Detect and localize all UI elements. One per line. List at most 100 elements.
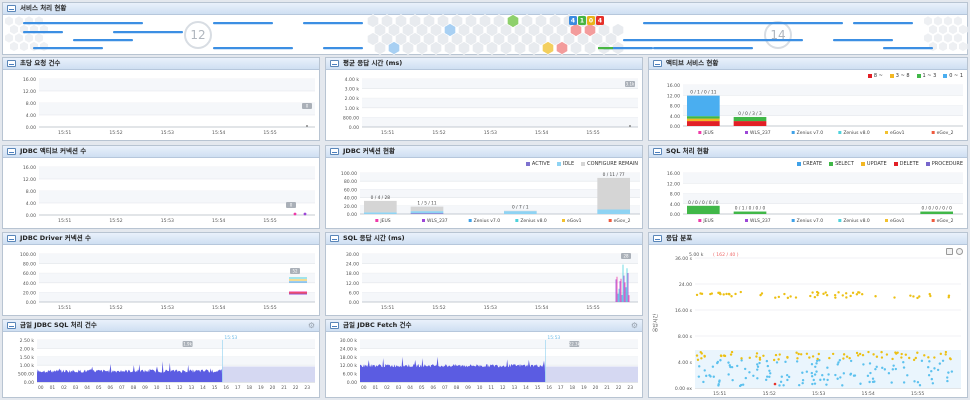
hour-label: 13 [189,385,195,391]
hour-label: 07 [442,385,448,391]
y-tick-label: 8.00 [670,192,680,198]
active-service-panel: 액티브 서비스 현황 8 ~ 3 ~ 8 1 ~ 3 0 ~ 1 16.00 12.00… [648,57,968,141]
scatter-point [825,293,829,297]
scatter-point [810,371,814,375]
scatter-point [739,290,742,294]
scatter-point [822,292,825,296]
legend-item[interactable]: UPDATE [860,161,887,167]
legend-item[interactable]: DELETE [893,161,919,167]
status-badge [587,16,595,25]
y-tick-label: 800.00 [343,115,359,121]
scatter-point [927,356,930,359]
scatter-point [717,291,720,295]
x-tick-label: 15:53 [812,391,825,397]
sql-processing-panel: SQL 처리 현황 CREATE SELECT UPDATE DELETE PROCED… [648,145,968,229]
scatter-point [826,366,829,369]
y-tick-label: 18.00 k [340,355,358,361]
y-tick-label: 100.00 [20,252,36,258]
grid-band [362,117,638,127]
hour-label: 23 [304,385,310,391]
hour-label: 09 [465,385,471,391]
hour-label: 17 [558,385,564,391]
agent-label: JEUS [702,130,713,136]
legend-item[interactable]: PROCEDURE [925,161,963,167]
panel-title: 액티브 서비스 현황 [666,59,719,67]
y-tick-label: 12.00 [667,181,680,187]
tooltip-box [290,268,300,274]
hex-cell [528,41,540,55]
x-tick-label: 15:53 [161,218,174,224]
scatter-point [758,358,762,361]
scatter-point [783,292,786,296]
service-status-panel: 서비스 처리 현황 12 14 4 1 0 4 [2,2,968,55]
service-flow-view[interactable]: 12 144 1 0 4 [3,14,969,56]
sql-processing-chart[interactable]: 16.00 12.00 8.00 4.00 0.00 0 / 0 / 0 / 0 / 0 0… [649,159,969,229]
scatter-point [831,352,835,356]
y-tick-label: 1.50 k [20,355,35,361]
chart-icon [7,322,16,329]
scatter-point [842,372,846,375]
scatter-point [858,352,862,356]
hex-cell [388,23,400,37]
legend-item[interactable]: CREATE [796,161,822,167]
legend-item[interactable]: ACTIVE [525,161,550,167]
legend-item[interactable]: 8 ~ [867,73,883,79]
legend-item[interactable]: 3 ~ 8 [889,73,910,79]
hex-cell [9,41,19,52]
sql-response-chart[interactable]: 30.00 24.00 18.00 12.00 6.00 0.00 15:51 15:52 15… [326,246,644,316]
legend-item[interactable]: 1 ~ 3 [916,73,936,79]
hex-cell [493,14,505,28]
response-scatter-chart[interactable]: 5.00 k ( 162 / 40 ) 36.00 s 24.00 16.00 s 8.0… [649,246,969,398]
x-tick-label: 15:52 [763,391,776,397]
panel-title: SQL 응답 시간 (ms) [343,234,405,242]
tooltip-box [286,202,296,208]
jdbc-connection-chart[interactable]: 100.00 80.00 60.00 40.00 20.00 0.00 0 / 4 / 28… [326,159,644,229]
hex-cell [521,32,533,46]
agent-swatch [931,219,935,222]
scatter-point [926,366,930,369]
tooltip-box [569,341,580,347]
scatter-point [768,369,771,372]
tooltip-text: 3.1k [626,82,635,87]
jdbc-driver-chart[interactable]: 100.00 80.00 60.00 40.00 20.00 0.00 15:51 15:52… [3,246,321,316]
scatter-point [812,378,815,382]
capture-icon[interactable] [946,248,953,255]
today-fetch-chart[interactable]: 30.00 k 24.00 k 18.00 k 12.00 k 6.00 k 0.00 00… [326,333,644,398]
response-time-chart[interactable]: 4.00 k 3.00 k 2.00 k 1.00 k 800.00 0.00 15:51 1… [326,71,644,141]
legend-item[interactable]: CONFIGURE REMAIN [581,161,638,167]
y-tick-label: 4.00 [26,113,36,119]
y-tick-label: 12.00 [667,93,680,99]
scatter-point [947,296,950,299]
hex-cell [549,14,561,28]
scatter-point [740,357,743,360]
hex-cell [381,14,393,28]
gear-icon[interactable]: ⚙ [307,321,315,330]
legend-item[interactable]: IDLE [556,161,574,167]
scatter-point [786,296,790,300]
hex-cell [570,41,582,55]
gear-icon[interactable]: ⚙ [630,321,638,330]
legend-item[interactable]: 0 ~ 1 [943,73,963,79]
hour-label: 03 [73,385,79,391]
agent-swatch [791,131,795,134]
scatter-point [810,363,814,366]
hour-label: 16 [223,385,229,391]
active-service-chart[interactable]: 16.00 12.00 8.00 4.00 0.00 0 / 1 / 0 / 11 0 / … [649,71,969,141]
scatter-point [824,291,827,294]
scatter-point [900,356,903,359]
grid-band [360,205,640,214]
data-point [293,212,297,216]
hex-cell [39,41,49,52]
today-sql-chart[interactable]: 2.50 k 2.00 k 1.50 k 1.00 k 500.00 0.00 00 01 02… [3,333,321,398]
requests-chart[interactable]: 16.00 12.00 8.00 4.00 0.00 15:51 15:52 15:53 15:… [3,71,321,141]
settings-icon[interactable] [956,248,963,255]
legend-item[interactable]: SELECT [829,161,854,167]
scatter-point [755,355,758,358]
x-tick-label: 15:52 [109,305,122,311]
flow-line [623,39,803,42]
scatter-point [725,292,728,296]
flow-line [603,47,653,50]
jdbc-active-chart[interactable]: 16.00 12.00 8.00 4.00 0.00 15:51 15:52 15:53 15:… [3,159,321,229]
hour-label: 20 [593,385,599,391]
scatter-point [769,372,772,375]
